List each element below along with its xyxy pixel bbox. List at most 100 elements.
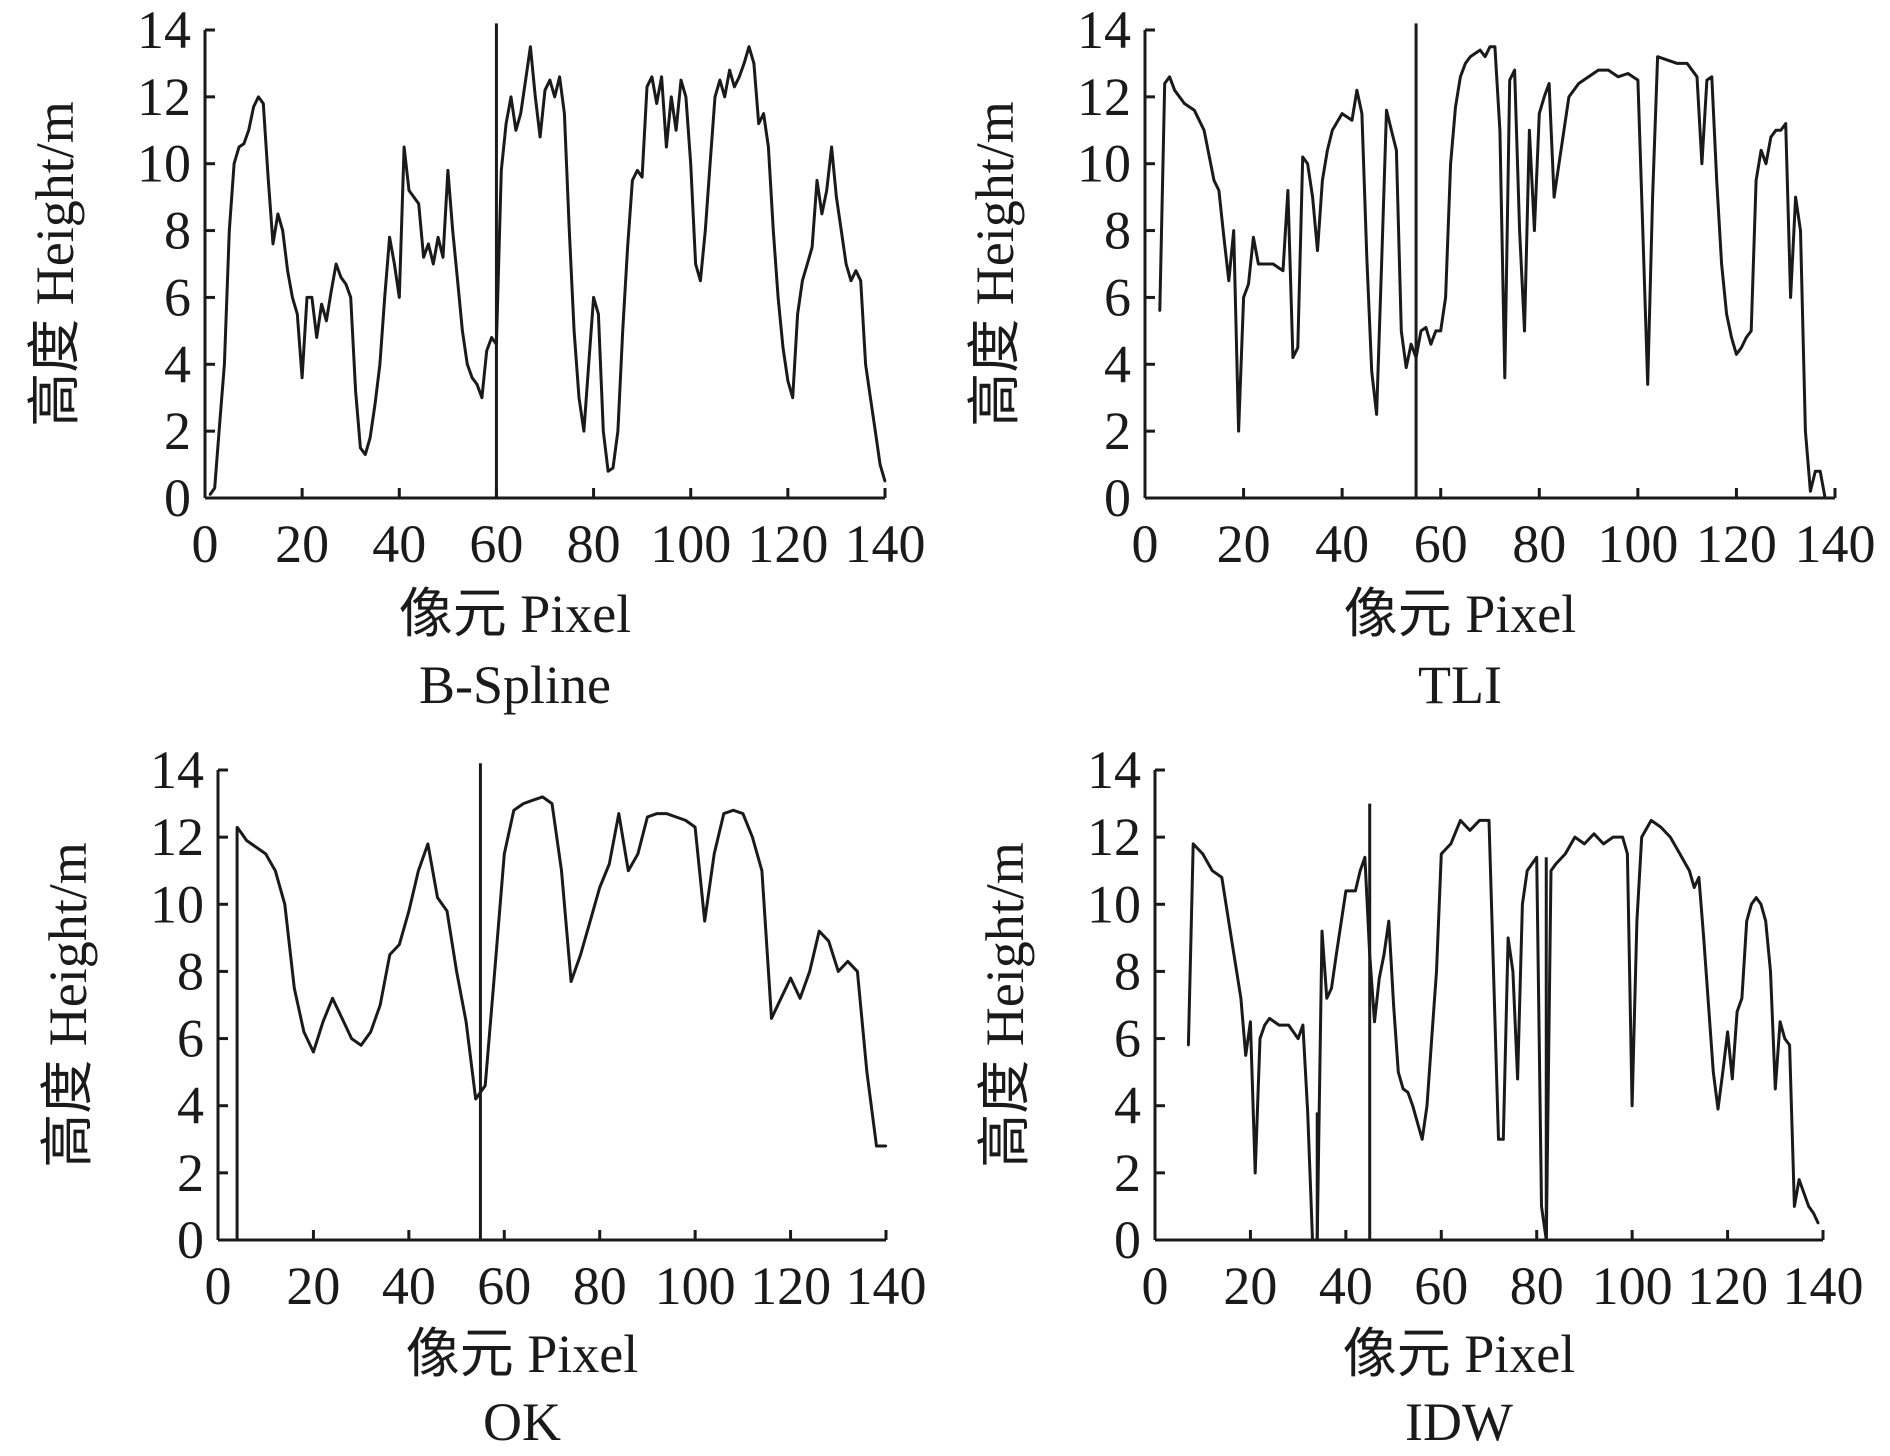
idw-data-point	[1602, 842, 1605, 846]
idw-data-point	[1211, 869, 1214, 872]
idw-data-point	[1397, 1070, 1400, 1074]
b-spline-data-point	[286, 269, 289, 272]
b-spline-data-point	[271, 242, 275, 246]
idw-data-point	[1421, 1138, 1424, 1141]
ok-data-point	[484, 1084, 487, 1087]
b-spline-data-point	[791, 396, 794, 399]
idw-data-point	[1521, 903, 1524, 906]
ok-y-tick-label: 10	[150, 874, 204, 934]
b-spline-data-point	[742, 62, 746, 65]
ok-data-point	[589, 919, 592, 923]
tli-data-point	[1710, 75, 1714, 79]
b-spline-data-point	[315, 336, 318, 339]
ok-data-point	[293, 987, 296, 990]
tli-data-point	[1296, 346, 1300, 349]
tli-y-tick-label: 12	[1077, 67, 1131, 127]
b-spline-data-point	[689, 162, 692, 165]
idw-data-point	[1320, 929, 1324, 933]
idw-x-tick-label: 80	[1510, 1256, 1564, 1316]
ok-data-point	[531, 799, 535, 802]
tli-data-point	[1725, 312, 1728, 316]
b-spline-data-point	[553, 95, 556, 99]
ok-data-point	[808, 970, 811, 973]
b-spline-data-point	[577, 396, 581, 399]
idw-data-point	[1817, 1222, 1820, 1225]
idw-data-point	[1502, 1138, 1505, 1141]
tli-y-tick-label: 4	[1104, 334, 1131, 394]
ok-data-point	[417, 869, 420, 872]
ok-x-tick-label: 100	[655, 1256, 736, 1316]
tli-data-point	[1789, 296, 1792, 299]
idw-data-point	[1611, 835, 1615, 839]
b-spline-data-point	[252, 105, 255, 109]
tli-data-point	[1227, 279, 1231, 282]
b-spline-data-point	[854, 269, 858, 272]
b-spline-data-point	[796, 312, 799, 316]
idw-data-point	[1731, 1077, 1734, 1081]
tli-data-point	[1262, 262, 1265, 266]
b-spline-x-tick-label: 40	[372, 514, 426, 574]
tli-y-tick-label: 14	[1077, 0, 1131, 60]
b-spline-data-point	[300, 376, 304, 379]
b-spline-data-point	[237, 145, 241, 149]
tli-data-point	[1247, 282, 1250, 286]
tli-data-point	[1483, 55, 1487, 58]
b-spline-data-point	[364, 453, 367, 456]
ok-data-point	[398, 943, 401, 946]
b-spline-data-point	[864, 363, 867, 366]
tli-data-point	[1424, 326, 1428, 329]
tli-data-point	[1291, 356, 1295, 359]
tli-data-point	[1434, 329, 1438, 333]
b-spline-data-point	[849, 279, 853, 282]
b-spline-data-point	[456, 279, 459, 282]
idw-data-point	[1306, 1111, 1309, 1114]
b-spline-data-point	[655, 102, 658, 105]
idw-data-point	[1712, 1070, 1715, 1074]
ok-y-tick-label: 6	[177, 1009, 204, 1069]
tli-data-point	[1533, 229, 1536, 232]
b-spline-data-point	[772, 229, 775, 232]
tli-data-point	[1804, 429, 1807, 433]
tli-x-tick-label: 100	[1597, 514, 1678, 574]
idw-data-point	[1468, 829, 1472, 832]
idw-data-point	[1516, 1077, 1519, 1081]
idw-data-point	[1344, 889, 1348, 893]
tli-data-point	[1439, 329, 1442, 333]
ok-data-point	[779, 997, 783, 1000]
ok-data-point	[340, 1017, 344, 1020]
tli-data-point	[1809, 490, 1812, 493]
tli-data-point	[1350, 119, 1354, 122]
b-spline-x-tick-label: 20	[275, 514, 329, 574]
b-spline-data-point	[825, 189, 828, 192]
tli-data-point	[1513, 68, 1516, 72]
ok-data-point	[827, 940, 830, 943]
tli-data-point	[1163, 82, 1166, 85]
b-spline-data-point	[869, 396, 872, 399]
tli-data-point	[1498, 129, 1502, 132]
b-spline-data-point	[820, 212, 824, 216]
idw-data-point	[1693, 886, 1696, 889]
b-spline-data-point	[398, 296, 401, 299]
b-spline-data-point	[432, 262, 435, 266]
idw-data-point	[1564, 852, 1567, 856]
idw-data-point	[1487, 819, 1491, 822]
idw-data-point	[1511, 970, 1515, 973]
tli-x-tick-label: 40	[1315, 514, 1369, 574]
b-spline-data-point	[490, 336, 493, 339]
tli-data-point	[1493, 45, 1497, 48]
tli-data-point	[1478, 48, 1482, 52]
b-spline-data-point	[572, 329, 576, 333]
idw-data-point	[1526, 869, 1529, 872]
ok-y-tick-label: 14	[150, 740, 204, 800]
b-spline-y-axis-title: 高度 Height/m	[25, 101, 85, 426]
ok-data-point	[255, 846, 258, 849]
idw-data-point	[1535, 856, 1538, 859]
tli-y-tick-label: 0	[1104, 468, 1131, 528]
ok-data-point	[617, 812, 620, 815]
idw-data-point	[1268, 1017, 1271, 1020]
tli-data-point	[1459, 75, 1462, 79]
tli-data-point	[1538, 112, 1541, 115]
b-spline-data-point	[393, 262, 396, 266]
idw-y-tick-label: 4	[1114, 1076, 1141, 1136]
